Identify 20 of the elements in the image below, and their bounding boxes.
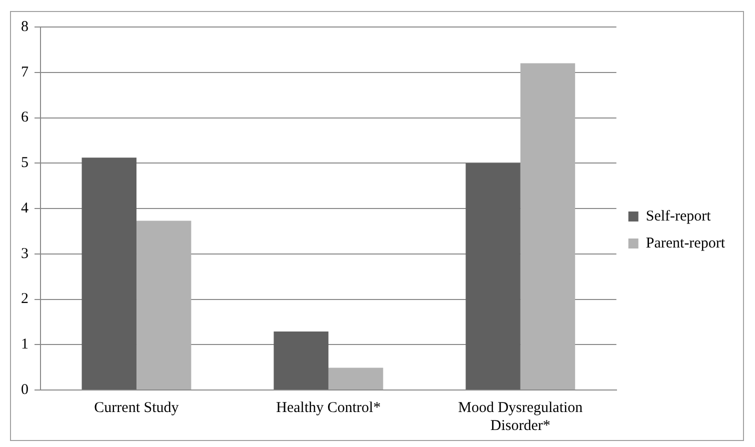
bar bbox=[520, 63, 576, 390]
y-tick-label: 0 bbox=[21, 382, 28, 398]
legend-label: Self-report bbox=[646, 208, 712, 224]
x-tick-label: Mood Dysregulation Disorder* bbox=[458, 400, 584, 434]
y-tick-label: 4 bbox=[21, 200, 29, 216]
y-tick-label: 7 bbox=[21, 64, 29, 80]
y-tick-label: 5 bbox=[21, 155, 28, 172]
legend-label: Parent-report bbox=[646, 235, 726, 252]
y-tick-label: 2 bbox=[21, 291, 28, 308]
y-tick-label: 8 bbox=[21, 18, 28, 35]
x-tick-label: Current Study bbox=[94, 400, 180, 416]
bar bbox=[328, 368, 384, 390]
bar bbox=[274, 331, 328, 390]
y-tick-label: 1 bbox=[21, 336, 28, 353]
bar bbox=[136, 220, 192, 390]
y-tick-label: 6 bbox=[21, 110, 29, 126]
x-tick-label: Healthy Control* bbox=[276, 400, 381, 416]
y-tick-label: 3 bbox=[21, 246, 28, 262]
bar bbox=[466, 163, 520, 390]
bar bbox=[82, 158, 136, 390]
